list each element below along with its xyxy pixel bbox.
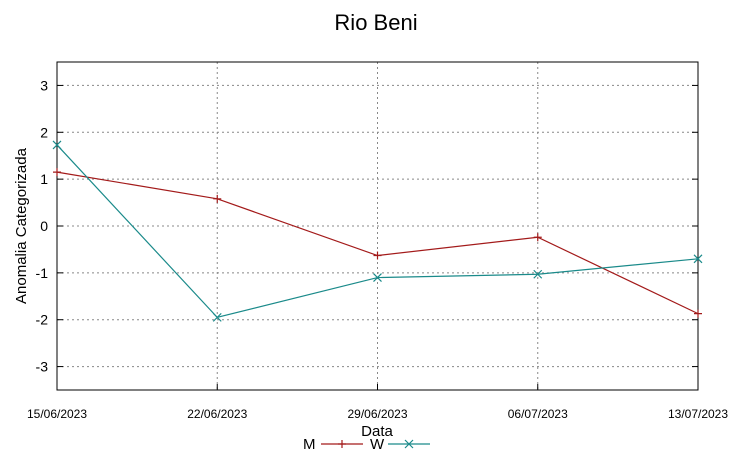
y-tick-label: -1 bbox=[36, 265, 49, 281]
y-tick-label: 2 bbox=[40, 124, 48, 140]
legend-label: M bbox=[303, 436, 316, 453]
y-tick-label: 1 bbox=[40, 171, 48, 187]
grid-lines bbox=[57, 62, 698, 390]
x-tick-label: 13/07/2023 bbox=[668, 407, 728, 421]
x-tick-label: 29/06/2023 bbox=[347, 407, 407, 421]
data-point-cross bbox=[212, 312, 222, 322]
x-tick-label: 15/06/2023 bbox=[27, 407, 87, 421]
series-line bbox=[56, 144, 699, 319]
legend-label: W bbox=[370, 436, 385, 453]
data-point-cross bbox=[693, 254, 703, 264]
data-point-cross bbox=[373, 273, 382, 282]
data-point-plus bbox=[338, 440, 346, 448]
x-axis-ticks: 15/06/2023 22/06/2023 29/06/2023 06/07/2023… bbox=[27, 384, 728, 421]
x-tick-label: 06/07/2023 bbox=[508, 407, 568, 421]
y-tick-label: -2 bbox=[36, 312, 49, 328]
chart-title: Rio Beni bbox=[334, 10, 417, 35]
x-axis-label: Data bbox=[361, 423, 393, 440]
y-axis-ticks: -3 -2 -1 0 1 2 3 bbox=[36, 77, 698, 375]
x-tick-label: 22/06/2023 bbox=[187, 407, 247, 421]
y-axis-label: Anomalia Categorizada bbox=[13, 147, 30, 304]
series-M bbox=[53, 168, 702, 318]
y-tick-label: 3 bbox=[40, 77, 48, 93]
data-point-plus bbox=[533, 233, 542, 242]
series-layer bbox=[52, 140, 703, 322]
y-tick-label: 0 bbox=[40, 218, 48, 234]
data-point-plus bbox=[373, 251, 382, 260]
data-point-plus bbox=[213, 194, 222, 203]
data-point-plus bbox=[53, 168, 61, 177]
data-point-plus bbox=[694, 309, 702, 318]
y-tick-label: -3 bbox=[36, 359, 49, 375]
data-point-cross bbox=[404, 439, 414, 449]
data-point-cross bbox=[533, 269, 543, 279]
data-point-cross bbox=[52, 140, 62, 150]
series-W bbox=[52, 140, 703, 322]
